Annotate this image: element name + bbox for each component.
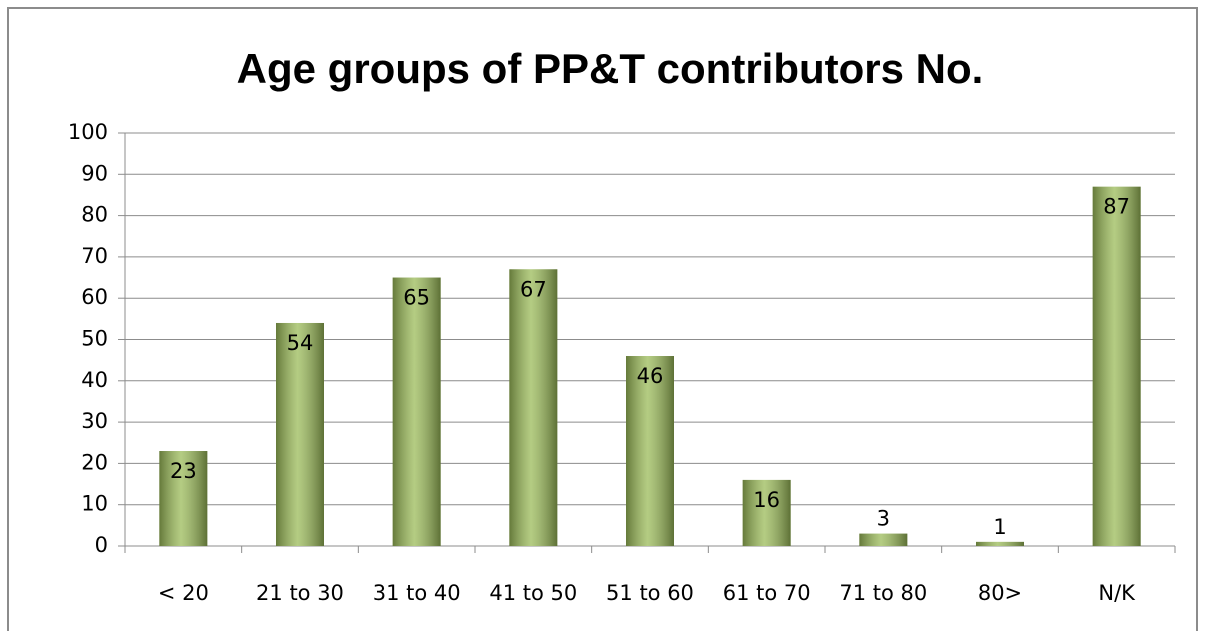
x-tick-label: 51 to 60 xyxy=(606,581,694,605)
y-tick-label: 90 xyxy=(81,161,108,185)
bar-shade xyxy=(1092,186,1141,546)
x-tick-label: 31 to 40 xyxy=(373,581,461,605)
bar-shade xyxy=(159,451,208,546)
chart-title: Age groups of PP&T contributors No. xyxy=(237,45,984,92)
y-tick-label: 40 xyxy=(81,368,108,392)
x-tick-label: 80> xyxy=(978,581,1022,605)
value-label: 46 xyxy=(637,364,664,388)
bar-shade xyxy=(392,277,441,546)
x-tick-label: N/K xyxy=(1098,581,1136,605)
bar-shade xyxy=(509,269,558,546)
value-label: 16 xyxy=(753,488,780,512)
y-tick-label: 60 xyxy=(81,285,108,309)
y-tick-label: 10 xyxy=(81,492,108,516)
x-tick-label: < 20 xyxy=(158,581,209,605)
x-tick-label: 21 to 30 xyxy=(256,581,344,605)
value-label: 23 xyxy=(170,459,197,483)
y-tick-label: 80 xyxy=(81,203,108,227)
y-tick-label: 70 xyxy=(81,244,108,268)
value-label: 3 xyxy=(877,507,890,531)
x-tick-label: 61 to 70 xyxy=(723,581,811,605)
value-label: 65 xyxy=(403,286,430,310)
value-label: 67 xyxy=(520,277,547,301)
y-tick-label: 0 xyxy=(95,533,108,557)
value-label: 87 xyxy=(1103,195,1130,219)
bar-shade xyxy=(859,533,908,546)
bar-shade xyxy=(276,322,324,546)
y-tick-label: 30 xyxy=(81,409,108,433)
bar-shade xyxy=(626,356,674,546)
value-label: 54 xyxy=(287,331,314,355)
x-tick-label: 41 to 50 xyxy=(489,581,577,605)
y-tick-label: 20 xyxy=(81,450,108,474)
x-tick-label: 71 to 80 xyxy=(839,581,927,605)
bar-shade xyxy=(976,541,1024,546)
y-tick-label: 50 xyxy=(81,327,108,351)
y-tick-label: 100 xyxy=(68,120,108,144)
value-label: 1 xyxy=(993,515,1006,539)
bar-shade xyxy=(742,479,791,546)
